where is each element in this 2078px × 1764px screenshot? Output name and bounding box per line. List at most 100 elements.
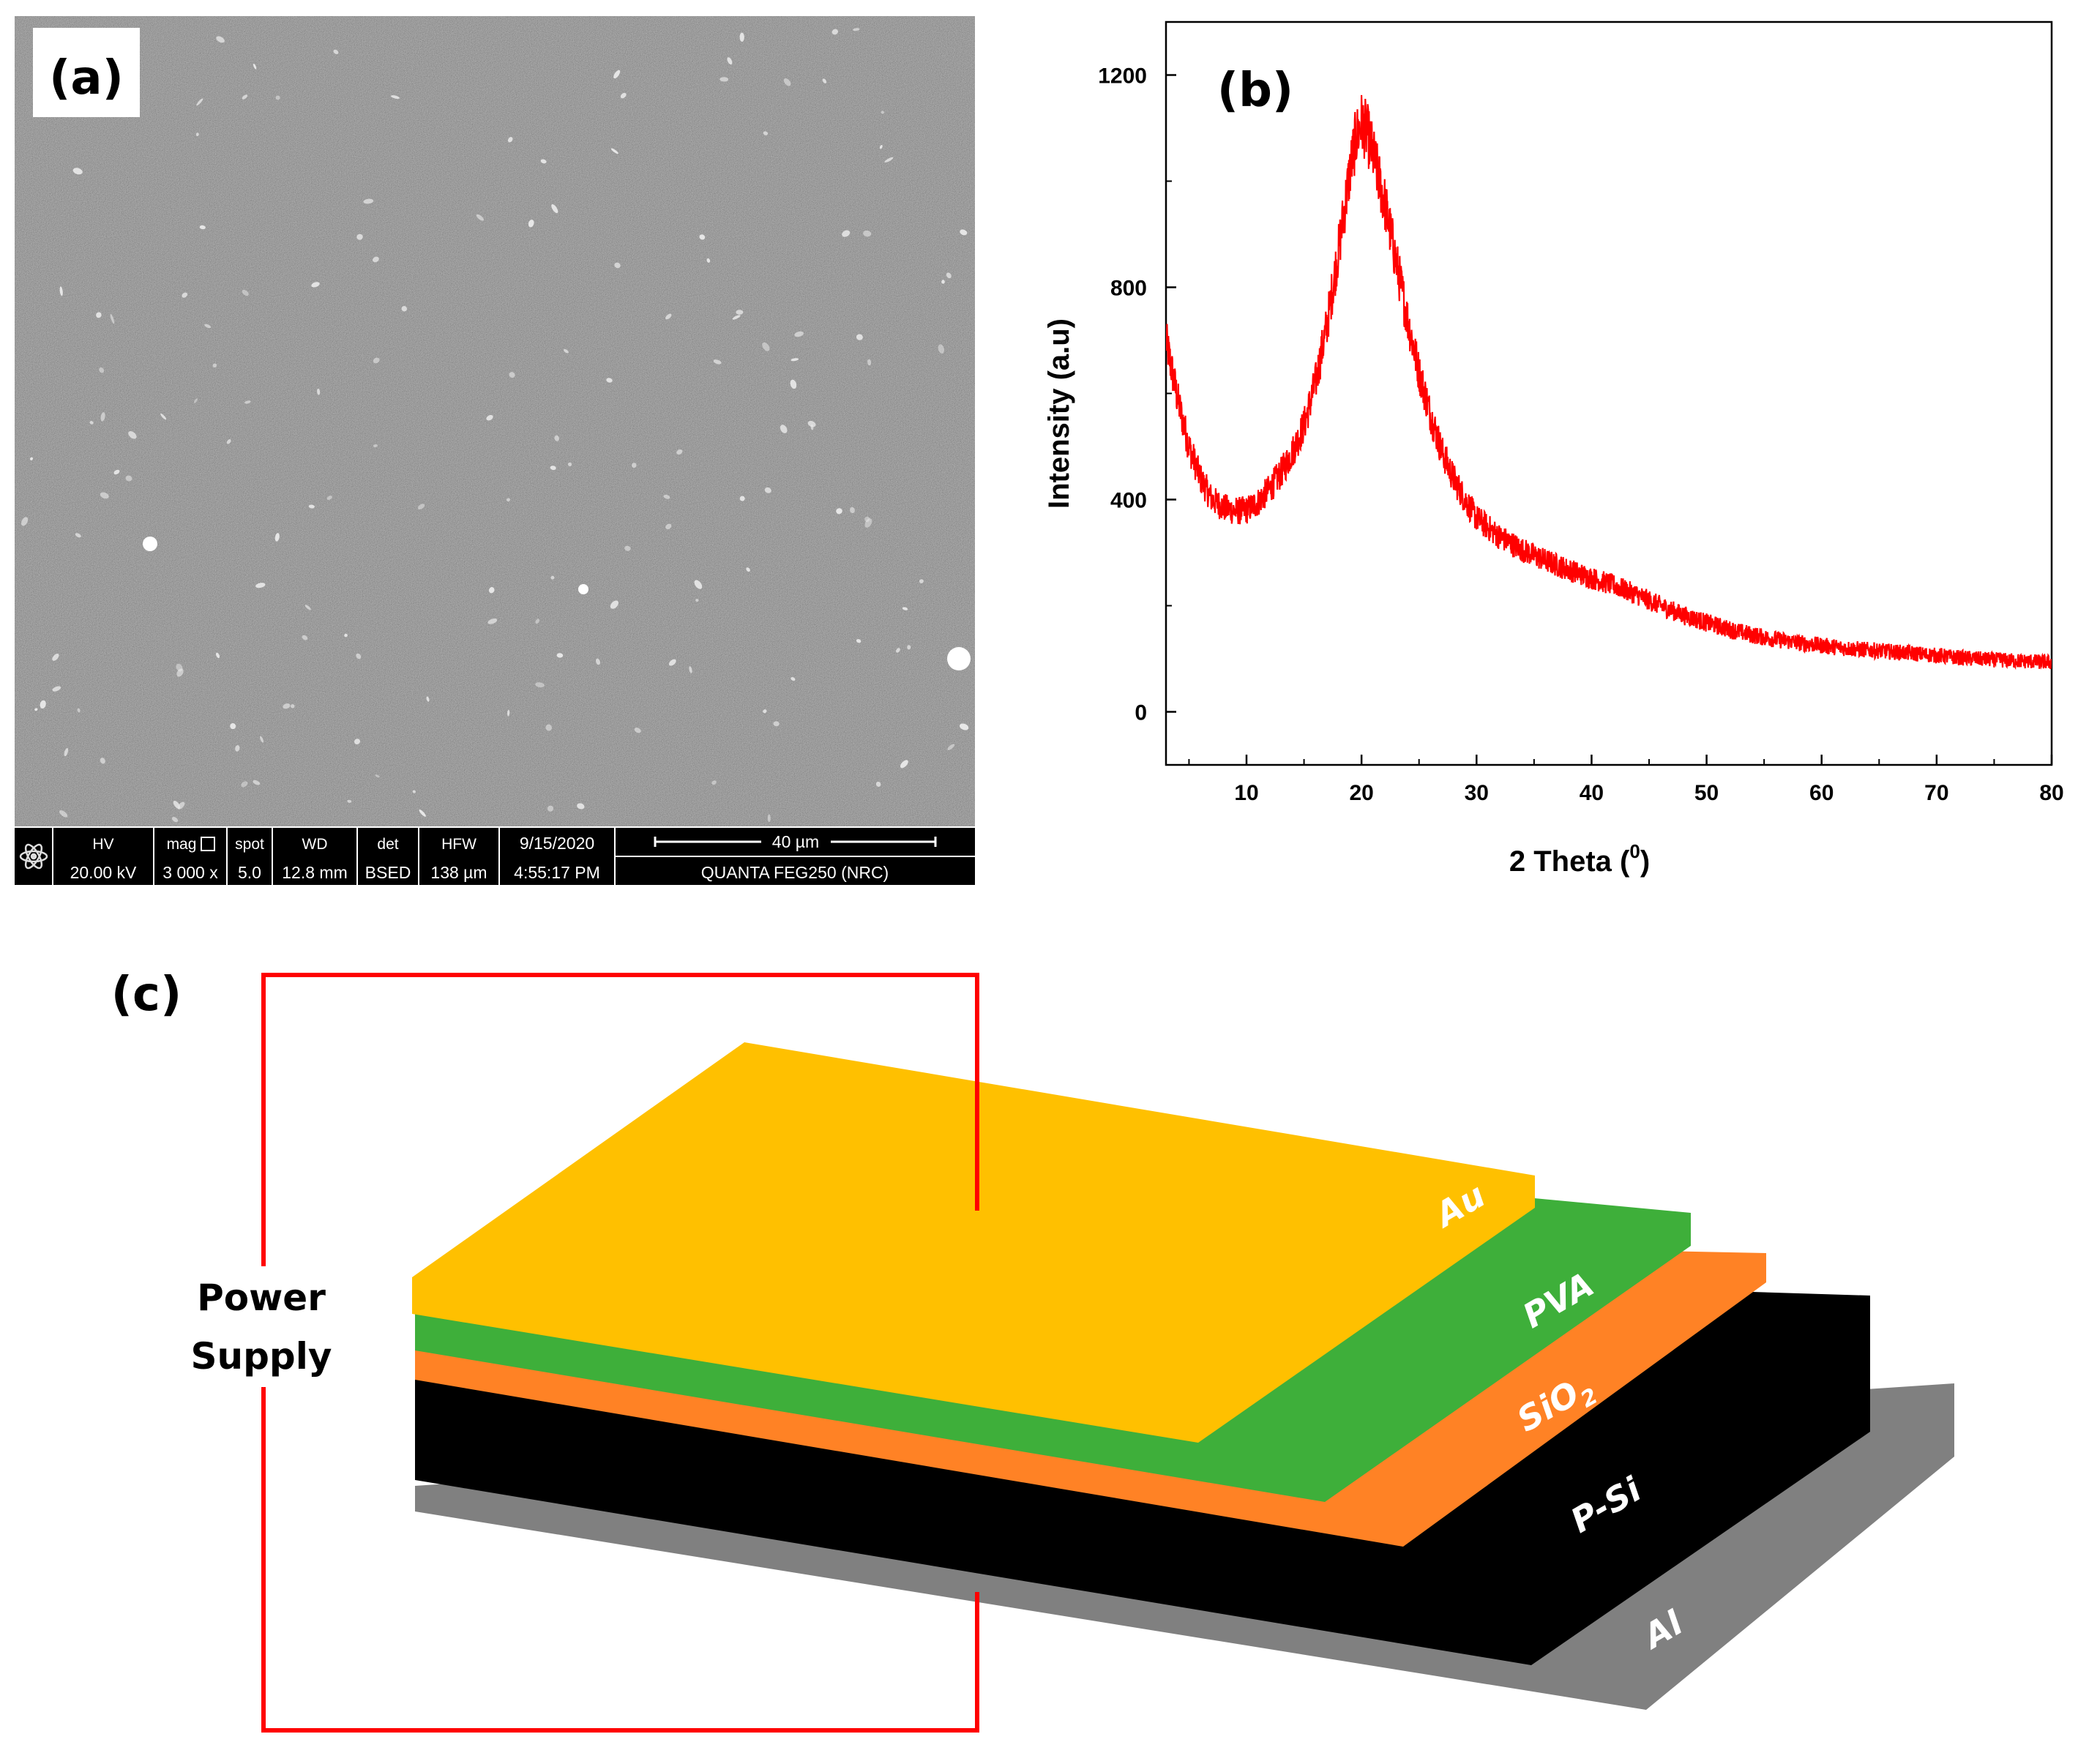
sem-particle [884,157,894,162]
sem-particle [304,605,311,610]
sem-particle [212,363,217,368]
power-supply-label-line2: Supply [191,1335,332,1378]
sem-particle [347,799,352,803]
panel-a: (a) [15,16,975,886]
sem-particle [732,315,741,320]
sem-particle [308,504,315,509]
sem-particle [767,814,771,823]
sem-particle [790,379,797,389]
sem-particle [255,583,266,588]
sem-particle [253,64,257,70]
sem-particle [668,659,676,666]
sem-bright-particle [143,537,157,551]
sem-particle [699,234,706,240]
sem-particle [302,635,308,640]
sem-particle [125,475,132,482]
sem-particle [72,168,83,175]
sem-particle [822,78,827,83]
sem-particle [919,579,924,583]
sem-particle [196,98,203,106]
sem-particle [419,809,426,817]
sem-particle [620,92,627,99]
scale-bar-label: 40 µm [772,832,819,851]
sem-value-hfw: 138 µm [430,863,487,882]
sem-particle [902,607,908,610]
sem-particle [727,57,733,65]
sem-particle [242,289,249,296]
sem-value-mag: 3 000 x [162,863,218,882]
sem-particle [242,94,248,100]
x-tick-label-30: 30 [1465,781,1489,805]
sem-particle [624,545,631,551]
sem-particle [545,724,553,731]
sem-particle [856,639,862,643]
x-tick-label-40: 40 [1580,781,1604,805]
sem-particle [375,774,380,778]
sem-particle [176,663,183,672]
sem-date: 9/15/2020 [520,834,594,853]
sem-particle [763,709,767,714]
sem-particle [739,32,744,42]
y-axis-title: Intensity (a.u) [1043,318,1075,509]
sem-particle [77,708,81,713]
sem-particle [960,229,968,236]
sem-particle [554,435,559,441]
sem-particle [783,78,791,86]
sem-particle [426,696,430,702]
y-tick-label-1200: 1200 [1098,64,1147,89]
sem-particle [96,312,102,318]
sem-particle [52,686,61,692]
sem-particle [794,331,804,337]
sem-header-det: det [377,836,398,853]
sem-particle [356,653,362,659]
sem-particle [199,225,206,230]
sem-particle [947,744,955,750]
sem-particle [40,700,46,709]
sem-particle [59,286,63,296]
sem-particle [764,487,771,493]
x-tick-label-50: 50 [1694,781,1719,805]
sem-particle [762,342,770,351]
y-tick-label-400: 400 [1110,489,1147,513]
sem-particle [291,704,295,709]
sem-particle [550,575,555,580]
au-layer-shape [412,1042,1535,1443]
atom-icon [19,843,48,870]
sem-particle [275,95,280,100]
sem-particle [326,496,332,501]
sem-particle [959,723,969,730]
sem-particle [595,658,601,665]
sem-image-texture [15,16,975,827]
sem-particle [113,469,120,475]
panel-a-label: (a) [49,51,124,105]
sem-particle [173,801,181,810]
sem-particle [476,214,485,221]
sem-particle [550,466,556,471]
sem-particle [535,618,540,624]
sem-particle [810,424,814,430]
sem-particle [317,388,321,395]
sem-particle [182,292,188,298]
sem-particle [610,600,618,609]
x-axis-title: 2 Theta (0) [1509,840,1650,878]
sem-particle [853,28,860,31]
sem-particle [509,372,515,378]
sem-particle [606,378,613,383]
y-tick-label-800: 800 [1110,277,1147,301]
sem-particle [665,313,672,320]
sem-particle [244,400,251,404]
sem-particle [100,758,105,764]
sem-particle [487,618,498,624]
sem-particle [881,111,885,114]
sem-particle [739,496,745,501]
sem-particle [780,425,788,433]
panel-b-label: (b) [1217,64,1293,118]
sem-particle [695,598,699,602]
sem-particle [577,803,585,810]
mag-checkbox-icon [201,837,215,851]
sem-particle [676,449,683,455]
sem-particle [195,132,199,136]
sem-particle [230,723,236,730]
